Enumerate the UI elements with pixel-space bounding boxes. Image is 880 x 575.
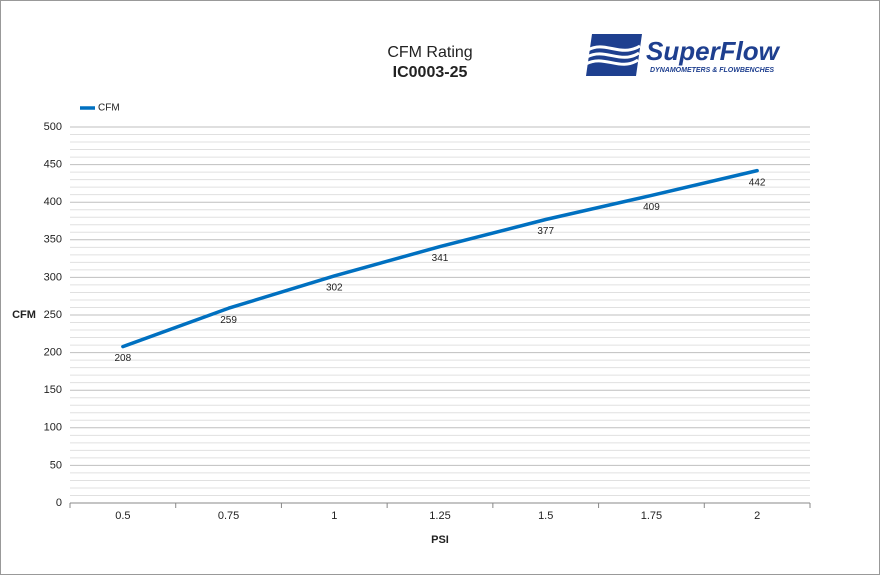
data-label: 302 (326, 283, 343, 294)
y-tick-label: 400 (44, 196, 62, 208)
x-axis-label: PSI (431, 534, 449, 546)
data-line (121, 168, 759, 349)
data-label: 377 (537, 226, 554, 237)
chart-subtitle: IC0003-25 (393, 64, 468, 81)
x-tick-label: 1.5 (538, 510, 553, 522)
y-tick-label: 50 (50, 459, 62, 471)
y-tick-label: 200 (44, 347, 62, 359)
y-axis-label: CFM (12, 309, 36, 321)
y-tick-label: 300 (44, 271, 62, 283)
logo-name: SuperFlow (646, 36, 781, 66)
x-tick-label: 1.75 (641, 510, 662, 522)
data-label: 442 (749, 177, 766, 188)
y-tick-label: 100 (44, 422, 62, 434)
x-tick-label: 1 (331, 510, 337, 522)
y-tick-label: 350 (44, 234, 62, 246)
logo-waves (585, 44, 641, 66)
legend-label: CFM (98, 103, 120, 114)
x-tick-label: 2 (754, 510, 760, 522)
x-tick-label: 0.5 (115, 510, 130, 522)
data-label: 409 (643, 202, 660, 213)
chart-title: CFM Rating (387, 44, 472, 61)
y-tick-label: 0 (56, 497, 62, 509)
x-tick-label: 0.75 (218, 510, 239, 522)
logo: SuperFlow DYNAMOMETERS & FLOWBENCHES (585, 34, 781, 76)
y-tick-label: 450 (44, 159, 62, 171)
data-label: 208 (115, 353, 132, 364)
data-label: 341 (432, 253, 449, 264)
y-tick-label: 250 (44, 309, 62, 321)
logo-tagline: DYNAMOMETERS & FLOWBENCHES (650, 67, 774, 74)
x-tick-label: 1.25 (429, 510, 450, 522)
data-label: 259 (220, 315, 237, 326)
y-tick-label: 150 (44, 384, 62, 396)
y-tick-label: 500 (44, 121, 62, 133)
